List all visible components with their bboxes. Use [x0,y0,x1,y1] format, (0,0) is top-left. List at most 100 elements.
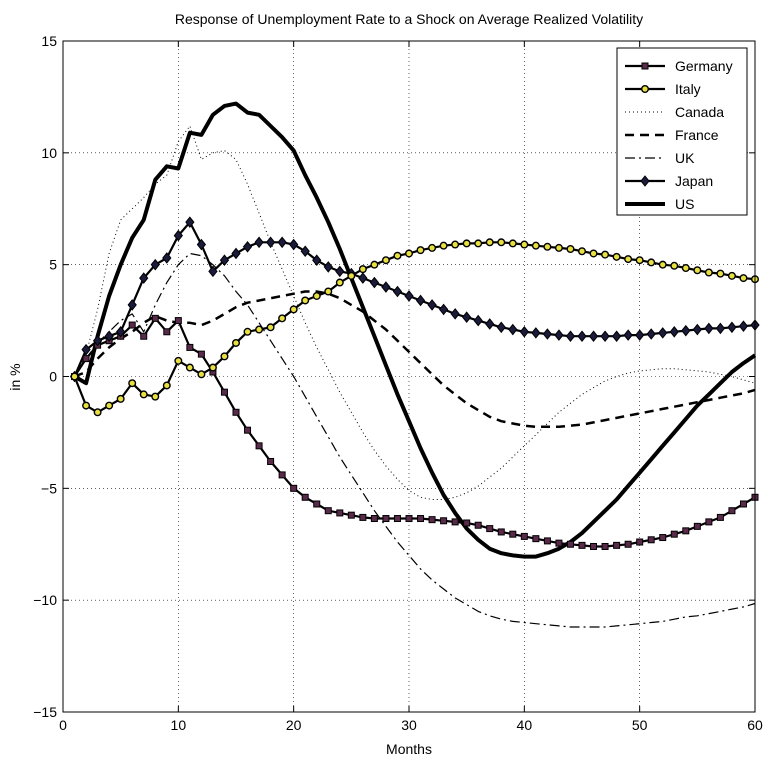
data-point-japan [173,229,183,242]
data-point-italy [116,394,125,403]
data-point-germany [151,314,159,322]
data-point-germany [336,509,344,517]
y-tick-label: −15 [33,704,57,720]
data-point-italy [82,401,91,410]
data-point-italy [727,271,736,280]
data-point-italy [381,256,390,265]
data-point-germany [601,542,609,550]
data-point-italy [405,249,414,258]
data-point-italy [658,260,667,269]
data-point-germany [590,542,598,550]
data-point-germany [197,350,205,358]
data-point-italy [716,269,725,278]
y-tick-label: 15 [41,33,57,49]
data-point-japan [265,236,276,249]
data-point-japan [427,299,437,311]
data-point-germany [267,457,275,465]
data-point-japan [611,330,622,343]
data-point-germany [705,518,713,526]
data-point-germany [382,515,390,523]
data-point-italy [578,247,587,256]
data-point-italy [508,239,517,248]
data-point-germany [636,538,644,546]
data-point-italy [70,372,79,381]
data-point-germany [128,321,136,329]
data-point-japan [392,285,403,298]
data-point-japan [588,330,599,343]
data-point-italy [93,408,102,417]
chart-title: Response of Unemployment Rate to a Shock… [175,11,643,27]
data-point-germany [440,517,448,525]
data-point-japan [185,216,195,228]
data-point-japan [381,281,391,293]
data-point-japan [92,334,103,347]
legend-label-france: France [675,127,719,143]
data-point-japan [438,303,449,316]
y-tick-label: 5 [49,257,57,273]
data-point-italy [393,251,402,260]
series-line-us [73,101,757,559]
data-point-italy [266,323,275,332]
data-point-germany [555,539,563,547]
data-point-japan [208,265,218,278]
data-point-germany [140,332,148,340]
data-point-italy [624,255,633,264]
legend-label-japan: Japan [675,173,713,189]
y-axis-label: in % [7,363,23,390]
data-point-italy [301,296,310,305]
data-point-japan [323,261,333,273]
data-point-italy [601,250,610,259]
data-point-germany [566,540,574,548]
data-point-italy [185,363,194,372]
data-point-italy [739,274,748,283]
data-point-germany [543,537,551,545]
data-point-italy [289,305,298,314]
data-point-italy [451,240,460,249]
data-point-germany [255,442,263,450]
data-point-japan [473,314,483,327]
data-point-italy [647,258,656,267]
data-point-italy [612,252,621,261]
data-point-italy [497,238,506,247]
data-point-japan [738,320,749,332]
data-point-japan [127,299,137,311]
data-point-italy [243,327,252,336]
x-tick-label: 30 [401,717,417,733]
data-point-italy [347,271,356,280]
data-point-germany [474,521,482,529]
data-point-germany [163,328,171,336]
data-point-japan [531,327,541,339]
data-point-italy [693,266,702,275]
data-point-japan [727,321,737,334]
data-point-italy [428,243,437,252]
data-point-japan [139,272,149,284]
data-point-italy [589,249,598,258]
y-tick-label: 0 [49,369,57,385]
x-axis-label: Months [386,741,432,757]
data-point-japan [369,276,380,289]
data-point-germany [393,515,401,523]
legend-label-uk: UK [675,150,695,166]
data-point-germany [613,541,621,549]
legend-marker-japan [640,175,650,187]
data-point-japan [104,330,114,343]
data-point-italy [462,239,471,248]
data-point-italy [370,260,379,269]
legend-marker-germany [641,62,649,70]
x-tick-label: 40 [517,717,533,733]
data-point-germany [290,484,298,492]
data-point-germany [739,500,747,508]
data-point-italy [278,314,287,323]
data-point-germany [313,500,321,508]
data-point-japan [646,328,656,340]
data-point-japan [462,311,472,324]
data-point-japan [231,247,241,260]
data-point-italy [151,392,160,401]
x-tick-label: 0 [59,717,67,733]
data-point-italy [128,379,137,388]
data-point-germany [682,527,690,535]
data-point-italy [520,240,529,249]
data-point-germany [670,530,678,538]
x-tick-label: 10 [171,717,187,733]
